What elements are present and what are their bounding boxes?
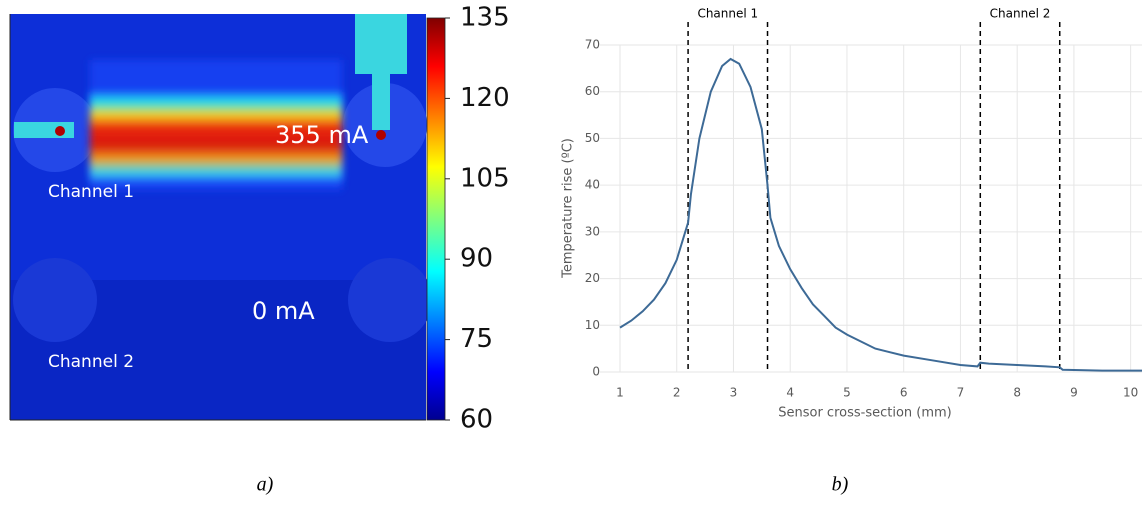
x-tick-label: 1	[616, 386, 624, 400]
colorbar-tick-label: 75	[460, 324, 493, 354]
colorbar-tick-label: 135	[460, 3, 510, 33]
y-tick-label: 40	[585, 178, 600, 192]
x-tick-label: 3	[730, 386, 738, 400]
y-tick-label: 70	[585, 38, 600, 52]
colorbar-tick-label: 90	[460, 244, 493, 274]
colorbar-tick-label: 60	[460, 405, 493, 435]
annotation: Channel 2	[48, 352, 134, 372]
line-series	[619, 57, 1142, 372]
y-tick-label: 10	[585, 318, 600, 332]
x-tick-label: 10	[1123, 386, 1138, 400]
caption: b)	[832, 474, 849, 496]
y-tick-label: 0	[592, 365, 600, 379]
thermal-image	[9, 14, 432, 421]
x-tick-label: 9	[1070, 386, 1078, 400]
y-tick-label: 50	[585, 131, 600, 145]
y-tick-label: 60	[585, 84, 600, 98]
annotation: 355 mA	[275, 121, 369, 149]
colorbar-tick-label: 105	[460, 163, 510, 193]
x-tick-label: 8	[1013, 386, 1021, 400]
annotation: Channel 1	[48, 182, 134, 202]
y-tick-label: 30	[585, 224, 600, 238]
annotation: 0 mA	[252, 297, 315, 325]
channel-label: Channel 2	[990, 7, 1051, 21]
channel-label: Channel 1	[697, 7, 758, 21]
colorbar	[426, 17, 446, 421]
x-tick-label: 2	[673, 386, 681, 400]
y-axis-label: Temperature rise (ºC)	[561, 138, 576, 279]
colorbar-tick-label: 120	[460, 83, 510, 113]
x-tick-label: 6	[900, 386, 908, 400]
x-tick-label: 7	[957, 386, 965, 400]
y-tick-label: 20	[585, 271, 600, 285]
caption: a)	[257, 474, 274, 496]
x-tick-label: 5	[843, 386, 851, 400]
x-tick-label: 4	[786, 386, 794, 400]
x-axis-label: Sensor cross-section (mm)	[778, 406, 952, 421]
